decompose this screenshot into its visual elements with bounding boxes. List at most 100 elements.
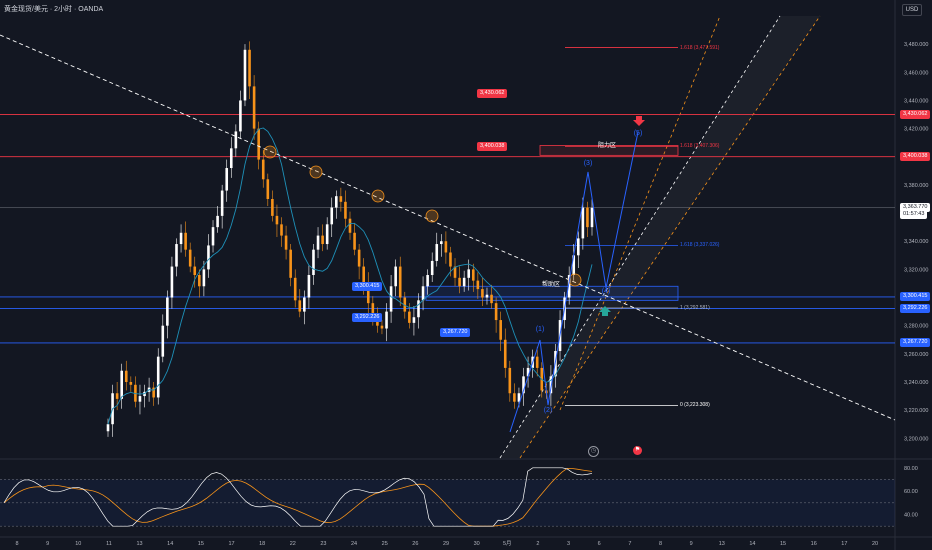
time-tick-label: 26: [412, 541, 418, 547]
level-label-badge: 3,292.226: [352, 313, 383, 323]
time-tick-label: 14: [749, 541, 755, 547]
candle-body: [567, 275, 571, 298]
candle-body: [211, 227, 215, 246]
time-tick-label: 25: [382, 541, 388, 547]
ma-line: [107, 127, 593, 425]
wave-label: (4): [602, 288, 611, 295]
rsi-pane: [0, 467, 895, 527]
time-tick-label: 22: [290, 541, 296, 547]
candle-body: [481, 289, 484, 298]
candle-body: [225, 168, 229, 191]
touch-marker: [309, 165, 323, 179]
candle-body: [458, 277, 461, 287]
candle-body: [252, 86, 256, 129]
moving-average: [107, 127, 593, 425]
candle-body: [179, 232, 183, 245]
candle-body: [266, 179, 270, 199]
candle-body: [490, 294, 493, 304]
time-tick-label: 13: [137, 541, 143, 547]
candle-body: [335, 196, 338, 208]
candle-body: [485, 294, 489, 298]
candle-body: [184, 232, 187, 250]
touch-marker: [568, 273, 582, 287]
candle-body: [298, 300, 302, 312]
time-tick-label: 15: [780, 541, 786, 547]
candle-body: [503, 339, 507, 368]
candle-body: [303, 297, 306, 312]
time-tick-label: 9: [46, 541, 49, 547]
time-tick-label: 16: [811, 541, 817, 547]
price-tick-label: 3,240.000: [904, 380, 928, 386]
rsi-tick-label: 40.00: [904, 513, 918, 519]
candle-body: [234, 131, 238, 149]
candle-body: [175, 244, 178, 267]
time-tick-label: 8: [659, 541, 662, 547]
candle-body: [152, 387, 155, 398]
wave-label: (1): [536, 326, 545, 333]
time-tick-label: 9: [690, 541, 693, 547]
price-axis-badge: 3,363.770: [900, 203, 931, 213]
candle-body: [357, 249, 361, 267]
candle-body: [380, 325, 384, 329]
wave-label: (3): [584, 160, 593, 167]
candle-body: [494, 303, 498, 321]
candle-body: [138, 396, 142, 402]
time-tick-label: 23: [320, 541, 326, 547]
candle-body: [207, 245, 210, 270]
candle-body: [471, 269, 475, 281]
rsi-line: [3, 467, 593, 527]
price-tick-label: 3,280.000: [904, 324, 928, 330]
price-tick-label: 3,320.000: [904, 267, 928, 273]
time-tick-label: 3: [567, 541, 570, 547]
currency-button[interactable]: USD: [902, 4, 922, 16]
candle-body: [449, 252, 452, 267]
candle-body: [161, 325, 165, 357]
time-tick-label: 14: [167, 541, 173, 547]
candle-body: [412, 317, 416, 323]
candle-body: [275, 215, 279, 225]
candle-body: [293, 277, 297, 301]
channel-lower-dashed: [519, 15, 821, 459]
price-tick-label: 3,440.000: [904, 98, 928, 104]
time-tick-label: 29: [443, 541, 449, 547]
candle-body: [216, 215, 219, 228]
time-tick-label: 6: [598, 541, 601, 547]
candle-body: [353, 232, 356, 250]
candle-body: [106, 424, 110, 432]
price-tick-label: 3,420.000: [904, 127, 928, 133]
time-tick-label: 7: [628, 541, 631, 547]
candle-body: [586, 207, 589, 228]
clock-icon[interactable]: ◷: [588, 446, 599, 457]
price-tick-label: 3,380.000: [904, 183, 928, 189]
chart-title[interactable]: 黄金现货/美元 · 2小时 · OANDA: [4, 6, 104, 13]
candle-body: [389, 286, 393, 312]
time-tick-label: 2: [536, 541, 539, 547]
horizontal-levels[interactable]: [0, 47, 895, 406]
time-tick-label: 13: [719, 541, 725, 547]
elliott-waves: (1) (2) (3) (4) (5): [509, 116, 645, 433]
candles: [106, 41, 594, 437]
fibonacci-label: 1.618 (3,337.026): [680, 242, 720, 249]
candle-body: [316, 235, 320, 250]
candle-body: [188, 249, 192, 267]
time-tick-label: 18: [259, 541, 265, 547]
candle-body: [271, 198, 274, 216]
support-zone: [425, 285, 679, 301]
time-tick-label: 15: [198, 541, 204, 547]
fibonacci-label: 1.618 (3,407.306): [680, 143, 720, 150]
time-tick-label: 30: [474, 541, 480, 547]
flag-icon[interactable]: ⚑: [633, 446, 642, 455]
time-tick-label: 5月: [503, 540, 512, 547]
wave-label: (2): [544, 407, 553, 414]
channel-mid-dashed: [559, 15, 721, 411]
candle-body: [198, 275, 201, 287]
rsi-tick-label: 60.00: [904, 489, 918, 495]
candle-body: [344, 201, 347, 219]
time-tick-label: 11: [106, 541, 112, 547]
candle-body: [220, 190, 224, 216]
descending-trendline: [0, 34, 896, 421]
candle-body: [239, 100, 242, 132]
